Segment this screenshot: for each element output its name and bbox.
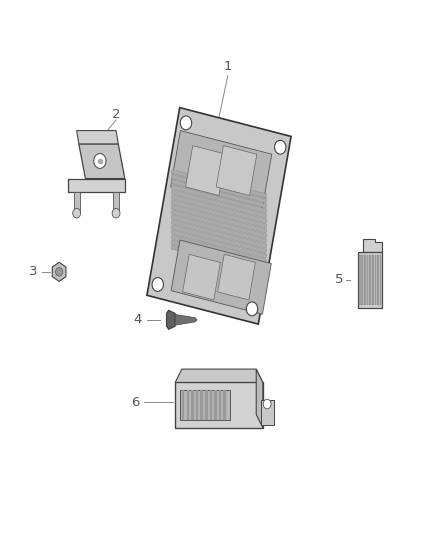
Polygon shape bbox=[171, 131, 272, 211]
Polygon shape bbox=[171, 174, 267, 203]
Polygon shape bbox=[218, 254, 255, 300]
Bar bbox=[210, 390, 212, 420]
Polygon shape bbox=[52, 262, 66, 281]
Bar bbox=[196, 390, 198, 420]
Bar bbox=[187, 390, 189, 420]
Bar bbox=[223, 390, 226, 420]
Bar bbox=[360, 255, 361, 305]
Polygon shape bbox=[171, 180, 267, 208]
Bar bbox=[74, 192, 80, 213]
Circle shape bbox=[180, 116, 192, 130]
Bar bbox=[359, 255, 360, 305]
Polygon shape bbox=[216, 146, 257, 196]
Polygon shape bbox=[171, 200, 267, 228]
Polygon shape bbox=[171, 245, 267, 273]
Polygon shape bbox=[175, 314, 197, 325]
Text: 4: 4 bbox=[134, 313, 142, 326]
Polygon shape bbox=[175, 369, 263, 383]
Polygon shape bbox=[171, 190, 267, 218]
Text: 6: 6 bbox=[131, 396, 140, 409]
Circle shape bbox=[56, 268, 63, 276]
Bar bbox=[219, 390, 221, 420]
Bar bbox=[365, 255, 366, 305]
Circle shape bbox=[246, 302, 258, 316]
Bar bbox=[378, 255, 379, 305]
Polygon shape bbox=[77, 131, 118, 144]
Polygon shape bbox=[171, 215, 267, 243]
Text: 3: 3 bbox=[28, 265, 37, 278]
Polygon shape bbox=[171, 225, 267, 253]
Bar bbox=[180, 390, 230, 420]
Bar bbox=[367, 255, 368, 305]
Bar bbox=[370, 255, 371, 305]
Polygon shape bbox=[166, 310, 175, 329]
Circle shape bbox=[94, 154, 106, 168]
Text: 5: 5 bbox=[335, 273, 344, 286]
Bar bbox=[368, 255, 370, 305]
Polygon shape bbox=[171, 235, 267, 263]
Bar bbox=[113, 192, 119, 213]
Bar bbox=[364, 255, 365, 305]
Bar bbox=[214, 390, 217, 420]
Polygon shape bbox=[147, 108, 291, 324]
Bar bbox=[377, 255, 378, 305]
Bar bbox=[375, 255, 376, 305]
Circle shape bbox=[275, 140, 286, 154]
Bar bbox=[182, 390, 184, 420]
Bar bbox=[191, 390, 194, 420]
Polygon shape bbox=[363, 239, 382, 252]
Circle shape bbox=[112, 208, 120, 218]
Circle shape bbox=[263, 399, 271, 409]
Polygon shape bbox=[79, 144, 125, 179]
Text: 1: 1 bbox=[223, 60, 232, 73]
Polygon shape bbox=[186, 146, 226, 196]
Polygon shape bbox=[256, 369, 263, 427]
Bar bbox=[200, 390, 203, 420]
Polygon shape bbox=[68, 179, 125, 192]
Bar bbox=[380, 255, 381, 305]
Polygon shape bbox=[171, 230, 267, 259]
Bar bbox=[372, 255, 373, 305]
Circle shape bbox=[73, 208, 81, 218]
Polygon shape bbox=[171, 240, 267, 269]
Polygon shape bbox=[171, 195, 267, 223]
Bar bbox=[175, 383, 263, 427]
Bar bbox=[205, 390, 208, 420]
Bar bbox=[373, 255, 374, 305]
Bar bbox=[261, 400, 274, 425]
Bar bbox=[362, 255, 363, 305]
Polygon shape bbox=[171, 240, 271, 314]
Polygon shape bbox=[171, 184, 267, 213]
Polygon shape bbox=[171, 220, 267, 248]
Bar bbox=[358, 252, 382, 308]
Polygon shape bbox=[171, 210, 267, 238]
Polygon shape bbox=[171, 169, 267, 198]
Polygon shape bbox=[171, 205, 267, 233]
Polygon shape bbox=[183, 254, 220, 300]
Circle shape bbox=[152, 278, 163, 292]
Text: 2: 2 bbox=[112, 108, 120, 121]
